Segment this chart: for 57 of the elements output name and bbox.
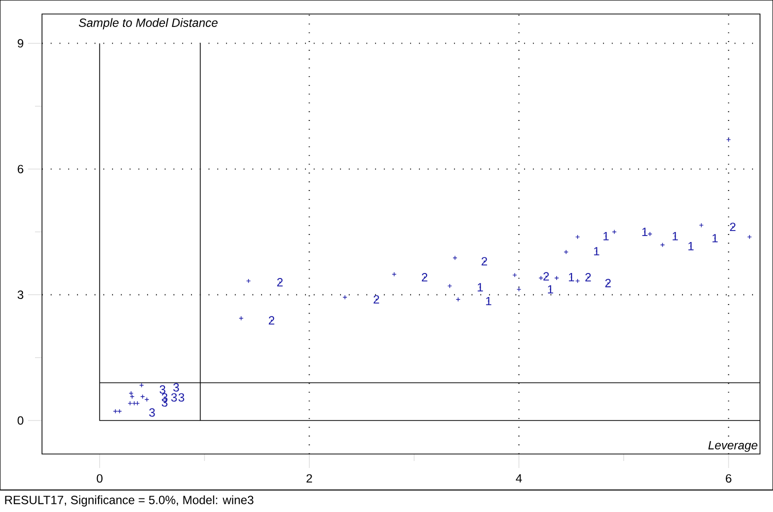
text: 1 — [672, 232, 678, 240]
point — [130, 394, 134, 399]
y-tick-label: 3 — [18, 290, 24, 299]
point — [747, 234, 752, 240]
text: 1 — [712, 234, 718, 242]
text: 2 — [482, 257, 488, 266]
text: 3 — [178, 393, 184, 402]
text: 2 — [277, 278, 283, 286]
point — [139, 382, 144, 388]
series-label: 2 — [422, 272, 428, 282]
point — [554, 276, 560, 280]
text: 1 — [548, 285, 554, 294]
y-tick-label: 0 — [18, 416, 24, 425]
point — [128, 390, 134, 396]
point — [516, 286, 522, 292]
y-tick-label: 6 — [18, 164, 24, 174]
text: 2 — [543, 272, 549, 280]
text: 1 — [594, 247, 600, 256]
x-tick-label: 4 — [516, 474, 522, 482]
text: 3 — [160, 385, 166, 394]
x-tick-label: 0 — [96, 474, 103, 483]
point — [660, 242, 665, 248]
text: 1 — [642, 228, 648, 236]
point — [128, 400, 132, 406]
text: RESULT17, Significance = 5.0%, Model: wine3 — [5, 495, 254, 507]
x-axis-title: Leverage — [708, 441, 758, 452]
text: 1 — [688, 242, 694, 250]
point — [575, 234, 580, 240]
series-label: 3 — [149, 408, 155, 417]
point — [144, 397, 150, 402]
text: 1 — [486, 296, 492, 306]
point — [246, 278, 251, 284]
point — [538, 276, 544, 280]
y-axis-title: Sample to Model Distance — [78, 18, 218, 30]
point — [452, 256, 458, 260]
point — [648, 232, 652, 236]
point — [342, 294, 348, 300]
text: 2 — [605, 278, 611, 288]
point — [575, 278, 580, 284]
point — [612, 230, 617, 234]
text: 2 — [730, 222, 736, 232]
text: 2 — [374, 295, 380, 304]
point — [512, 272, 518, 278]
text: 1 — [568, 273, 574, 282]
point — [564, 250, 568, 254]
series-label: 1 — [478, 283, 483, 292]
point — [117, 408, 122, 414]
x-tick-label: 6 — [726, 474, 732, 483]
text: 1 — [604, 232, 609, 240]
text: 2 — [585, 272, 591, 282]
point — [726, 137, 731, 142]
text: 2 — [268, 316, 274, 324]
text: 3 — [171, 393, 177, 402]
text: 3 — [173, 383, 179, 392]
point — [447, 284, 452, 288]
x-tick-label: 2 — [306, 474, 312, 483]
y-tick-label: 9 — [18, 39, 24, 48]
